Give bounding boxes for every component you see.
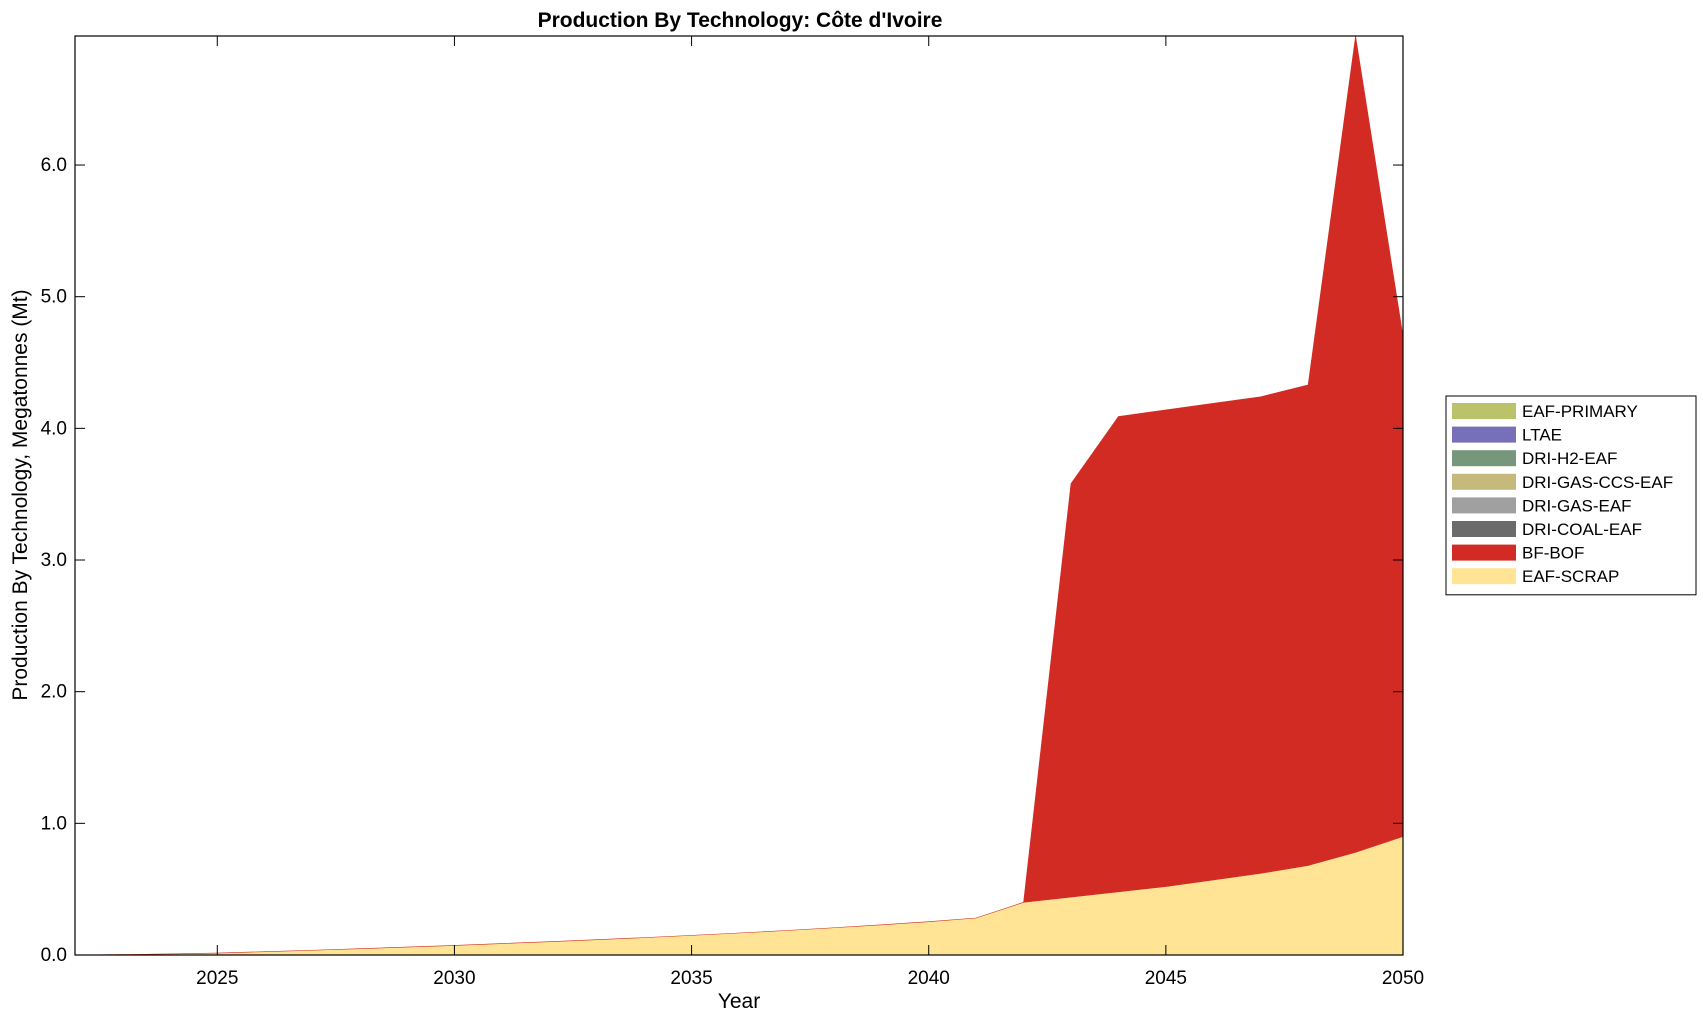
- y-tick-label: 3.0: [41, 550, 67, 571]
- legend: EAF-PRIMARY LTAE DRI-H2-EAF DRI-GAS-CCS-EAF…: [1445, 395, 1697, 596]
- y-tick-label: 5.0: [41, 287, 67, 308]
- x-axis: 2025 2030 2035 2040 2045 2050: [196, 36, 1424, 989]
- legend-label-dri-gas-ccs-eaf: DRI-GAS-CCS-EAF: [1522, 473, 1673, 492]
- x-tick-label: 2025: [196, 968, 238, 989]
- y-tick-label: 1.0: [41, 813, 67, 834]
- x-tick-label: 2050: [1382, 968, 1424, 989]
- legend-label-ltae: LTAE: [1522, 426, 1562, 445]
- legend-label-eaf-scrap: EAF-SCRAP: [1522, 567, 1619, 586]
- legend-box: [1445, 395, 1697, 596]
- x-tick-label: 2030: [433, 968, 475, 989]
- legend-swatch-ltae: [1452, 426, 1516, 443]
- plot-frame: [74, 35, 1404, 956]
- y-axis-label: Production By Technology, Megatonnes (Mt…: [9, 289, 32, 700]
- y-tick-label: 4.0: [41, 418, 67, 439]
- legend-label-dri-gas-eaf: DRI-GAS-EAF: [1522, 496, 1632, 515]
- x-tick-label: 2045: [1145, 968, 1187, 989]
- legend-label-bf-bof: BF-BOF: [1522, 544, 1584, 563]
- chart-title: Production By Technology: Côte d'Ivoire: [538, 9, 943, 32]
- area-bf-bof: [74, 35, 1404, 956]
- area-layers: [74, 35, 1404, 956]
- legend-swatch-eaf-primary: [1452, 403, 1516, 419]
- y-tick-label: 2.0: [41, 682, 67, 703]
- y-axis: 0.0 1.0 2.0 3.0 4.0 5.0 6.0: [41, 155, 1403, 966]
- legend-label-dri-coal-eaf: DRI-COAL-EAF: [1522, 520, 1642, 539]
- y-tick-label: 6.0: [41, 155, 67, 176]
- legend-swatch-dri-gas-eaf: [1452, 497, 1516, 514]
- x-tick-label: 2035: [670, 968, 712, 989]
- legend-swatch-bf-bof: [1452, 544, 1516, 561]
- y-tick-label: 0.0: [41, 945, 67, 966]
- legend-label-eaf-primary: EAF-PRIMARY: [1522, 402, 1638, 421]
- legend-swatch-dri-gas-ccs-eaf: [1452, 473, 1516, 490]
- legend-swatch-dri-coal-eaf: [1452, 521, 1516, 537]
- legend-swatch-eaf-scrap: [1452, 568, 1516, 585]
- legend-label-dri-h2-eaf: DRI-H2-EAF: [1522, 449, 1617, 468]
- x-tick-label: 2040: [908, 968, 950, 989]
- x-axis-label: Year: [718, 990, 760, 1013]
- legend-swatch-dri-h2-eaf: [1452, 450, 1516, 467]
